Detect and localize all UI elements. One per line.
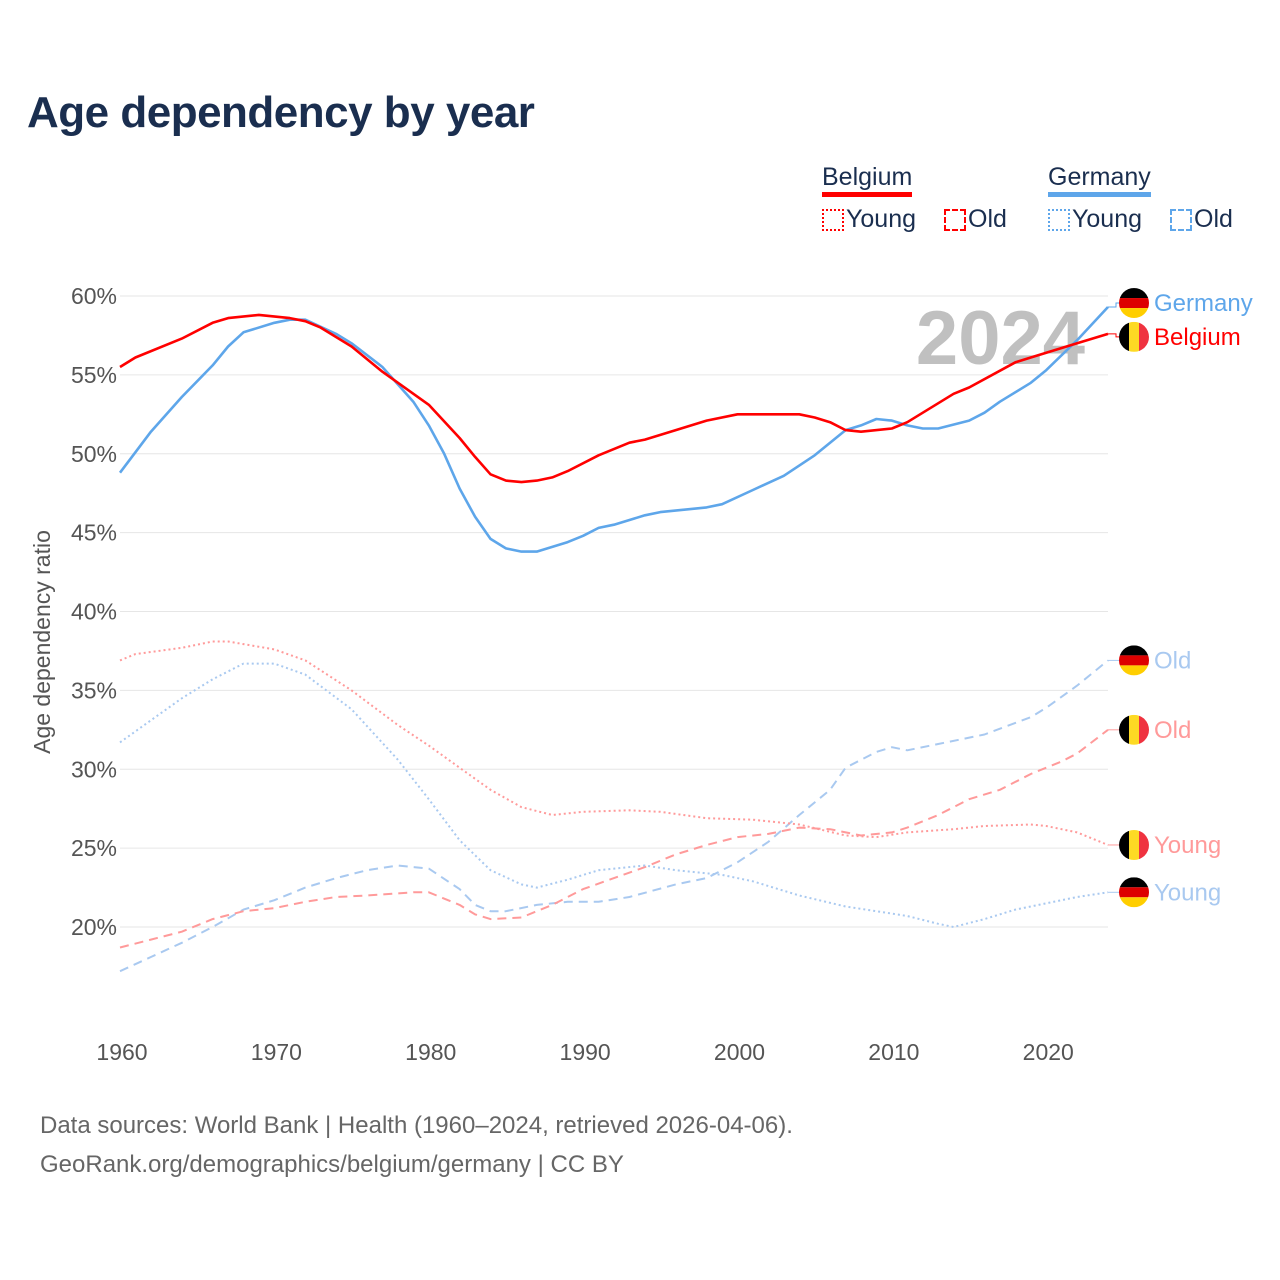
y-tick-label: 45%	[71, 520, 117, 546]
dashed-swatch-icon	[944, 208, 966, 231]
series-end-label: Germany	[1154, 290, 1253, 317]
y-tick-label: 20%	[71, 914, 117, 940]
footer: Data sources: World Bank | Health (1960–…	[40, 1106, 793, 1184]
label-connector	[1108, 333, 1120, 338]
legend-belgium-old[interactable]: Old	[944, 205, 1007, 234]
dashed-swatch-icon	[1170, 208, 1192, 231]
y-tick-label: 60%	[71, 283, 117, 309]
series-end-label: Old	[1154, 647, 1191, 674]
y-axis-label: Age dependency ratio	[29, 530, 55, 754]
y-tick-label: 35%	[71, 677, 117, 703]
legend-germany[interactable]: Germany	[1048, 162, 1151, 197]
series-end-label: Young	[1154, 832, 1221, 859]
belgium-flag-icon	[1119, 321, 1149, 352]
x-tick-label: 2000	[714, 1039, 765, 1065]
x-tick-label: 1970	[251, 1039, 302, 1065]
series-end-label: Old	[1154, 717, 1191, 744]
dotted-swatch-icon	[1048, 208, 1070, 231]
x-tick-label: 1990	[560, 1039, 611, 1065]
y-tick-label: 50%	[71, 441, 117, 467]
legend-label: Old	[1194, 205, 1233, 233]
legend-label: Young	[846, 205, 916, 233]
series-end-label: Belgium	[1154, 324, 1241, 351]
legend-germany-young[interactable]: Young	[1048, 205, 1142, 234]
germany-flag-icon	[1119, 645, 1149, 676]
series-line-belgium-old[interactable]	[119, 729, 1109, 949]
chart-title: Age dependency by year	[27, 88, 535, 137]
belgium-flag-icon	[1119, 829, 1149, 860]
series-line-belgium[interactable]	[119, 313, 1109, 484]
year-watermark: 2024	[916, 296, 1085, 381]
data-source: Data sources: World Bank | Health (1960–…	[40, 1112, 793, 1139]
series-line-belgium-young[interactable]	[119, 640, 1109, 846]
x-tick-label: 1960	[96, 1039, 147, 1065]
series-line-germany-old[interactable]	[119, 659, 1109, 973]
belgium-flag-icon	[1119, 714, 1149, 745]
x-tick-label: 1980	[405, 1039, 456, 1065]
x-tick-label: 2020	[1023, 1039, 1074, 1065]
dotted-swatch-icon	[822, 208, 844, 231]
legend-group-germany: Germany Young Old	[1048, 162, 1233, 234]
germany-flag-icon	[1119, 288, 1149, 319]
legend-group-belgium: Belgium Young Old	[822, 162, 1029, 234]
y-tick-label: 30%	[71, 756, 117, 782]
legend-label: Old	[968, 205, 1007, 233]
x-tick-label: 2010	[868, 1039, 919, 1065]
legend-belgium[interactable]: Belgium	[822, 162, 913, 197]
y-tick-label: 55%	[71, 362, 117, 388]
germany-flag-icon	[1119, 877, 1149, 908]
legend-label: Young	[1072, 205, 1142, 233]
label-connector	[1108, 302, 1120, 308]
legend-belgium-young[interactable]: Young	[822, 205, 916, 234]
y-tick-label: 40%	[71, 599, 117, 625]
legend-germany-old[interactable]: Old	[1170, 205, 1233, 234]
attribution-link[interactable]: GeoRank.org/demographics/belgium/germany…	[40, 1151, 624, 1178]
series-end-label: Young	[1154, 879, 1221, 906]
series-line-germany-young[interactable]	[119, 662, 1109, 928]
y-tick-label: 25%	[71, 835, 117, 861]
